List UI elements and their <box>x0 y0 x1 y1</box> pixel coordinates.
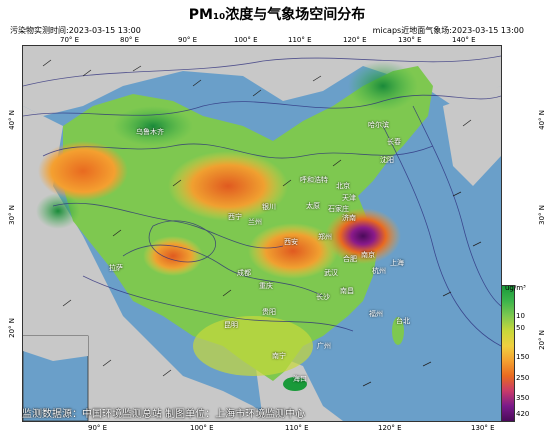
wind-barbs <box>42 59 482 387</box>
city-label: 兰州 <box>248 218 262 226</box>
lon-label-top: 90° E <box>178 36 198 44</box>
city-label: 福州 <box>369 310 383 318</box>
map-canvas <box>22 45 502 422</box>
lon-label-bottom: 100° E <box>190 424 214 432</box>
lon-label-top: 120° E <box>343 36 367 44</box>
inset-land <box>23 336 88 361</box>
city-label: 南京 <box>361 251 375 259</box>
legend-tick: 250 <box>516 374 530 382</box>
city-label: 贵阳 <box>262 308 276 316</box>
taiwan-island <box>392 317 404 345</box>
color-legend <box>501 285 515 422</box>
lat-label-right: 40° N <box>538 110 546 130</box>
lon-label-top: 80° E <box>120 36 140 44</box>
city-label: 西安 <box>284 238 298 246</box>
city-label: 长沙 <box>316 293 330 301</box>
legend-unit: ug/m³ <box>505 284 526 292</box>
legend-tick: 420 <box>516 410 530 418</box>
city-label: 台北 <box>396 317 410 325</box>
pollutant-timestamp: 污染物实测时间:2023-03-15 13:00 <box>10 26 141 35</box>
land-korea-japan <box>443 86 501 186</box>
low-zone-north <box>113 106 193 146</box>
pm10-hotspot-central <box>168 151 288 221</box>
city-label: 北京 <box>336 182 350 190</box>
map-title: PM₁₀浓度与气象场空间分布 <box>188 7 366 23</box>
city-label: 沈阳 <box>380 156 394 164</box>
hainan-island <box>283 377 307 391</box>
lat-label-left: 30° N <box>8 205 16 225</box>
city-label: 太原 <box>306 202 320 210</box>
lon-label-top: 110° E <box>288 36 312 44</box>
city-label: 昆明 <box>224 321 238 329</box>
legend-tick: 150 <box>516 353 530 361</box>
lon-label-bottom: 120° E <box>378 424 402 432</box>
city-label: 广州 <box>317 342 331 350</box>
map-graphic <box>23 46 501 421</box>
low-zone-west <box>36 193 80 229</box>
city-label: 长春 <box>387 138 401 146</box>
isobar-lines <box>23 55 501 347</box>
moderate-zone-south <box>193 316 313 376</box>
legend-tick: 350 <box>516 394 530 402</box>
footer-credit: 监测数据源：中国环境监测总站 制图单位：上海市环境监测中心 <box>22 409 306 420</box>
city-label: 呼和浩特 <box>300 176 328 184</box>
city-label: 哈尔滨 <box>368 121 389 129</box>
city-label: 南宁 <box>272 352 286 360</box>
weather-timestamp: micaps近地面气象场:2023-03-15 13:00 <box>372 26 524 35</box>
city-label: 重庆 <box>259 282 273 290</box>
lon-label-top: 100° E <box>234 36 258 44</box>
lat-label-right: 20° N <box>538 330 546 350</box>
pm10-hotspot-northcentral <box>248 223 338 279</box>
lat-label-right: 30° N <box>538 205 546 225</box>
low-zone-northeast <box>348 61 418 111</box>
lat-label-left: 20° N <box>8 318 16 338</box>
city-label: 杭州 <box>372 267 386 275</box>
lon-label-top: 70° E <box>60 36 80 44</box>
legend-tick: 50 <box>516 324 525 332</box>
city-label: 成都 <box>237 269 251 277</box>
lon-label-bottom: 110° E <box>285 424 309 432</box>
city-label: 乌鲁木齐 <box>136 128 164 136</box>
pm10-hotspot-east <box>325 208 401 264</box>
legend-tick: 10 <box>516 312 525 320</box>
pm10-hotspot-tibet <box>143 236 203 276</box>
lon-label-bottom: 130° E <box>471 424 495 432</box>
city-label: 西宁 <box>228 213 242 221</box>
lon-label-top: 140° E <box>452 36 476 44</box>
city-label: 南昌 <box>340 287 354 295</box>
city-label: 武汉 <box>324 269 338 277</box>
lon-label-bottom: 90° E <box>88 424 108 432</box>
city-label: 石家庄 <box>328 205 349 213</box>
city-label: 海口 <box>293 375 307 383</box>
city-label: 济南 <box>342 214 356 222</box>
city-label: 天津 <box>342 194 356 202</box>
city-label: 上海 <box>390 259 404 267</box>
city-label: 银川 <box>262 203 276 211</box>
city-label: 郑州 <box>318 233 332 241</box>
lat-label-left: 40° N <box>8 110 16 130</box>
lon-label-top: 130° E <box>398 36 422 44</box>
pm10-hotspot-west <box>38 141 128 201</box>
city-label: 拉萨 <box>109 264 123 272</box>
city-label: 合肥 <box>343 255 357 263</box>
